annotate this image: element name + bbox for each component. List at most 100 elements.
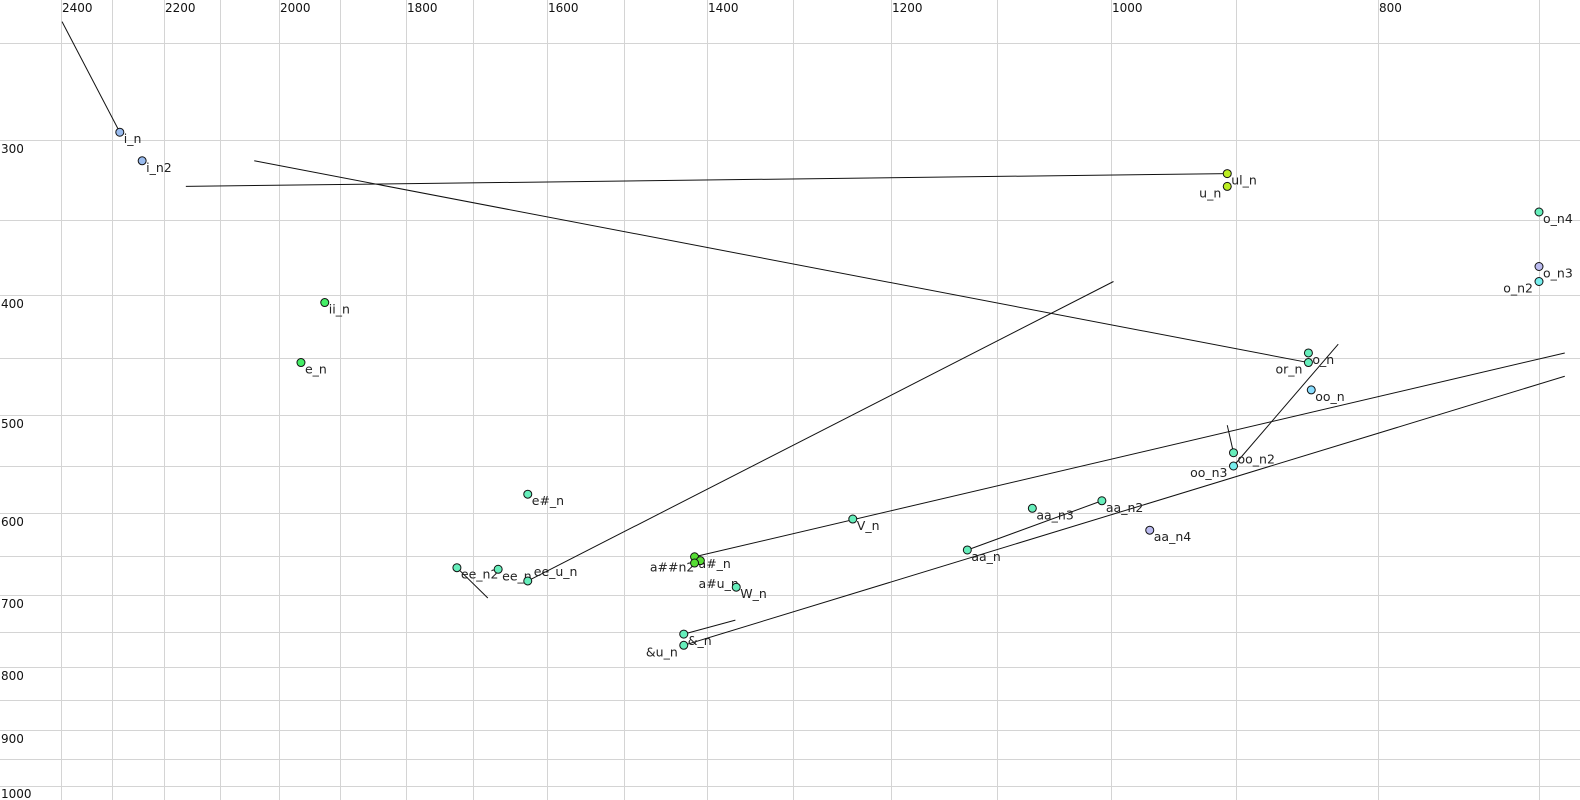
trajectory-line [185, 173, 1228, 187]
point-label: o_n [1312, 352, 1334, 367]
x-tick-label: 2400 [62, 1, 93, 15]
data-point[interactable]: e#_n [523, 489, 564, 508]
trajectory-line [1226, 425, 1234, 453]
data-point[interactable]: o_n4 [1534, 207, 1573, 226]
data-point[interactable]: i_n2 [137, 156, 172, 175]
point-marker[interactable] [1222, 181, 1232, 191]
y-tick-label: 500 [1, 417, 24, 431]
point-label: &u_n [646, 644, 678, 659]
y-tick-label: 900 [1, 732, 24, 746]
trajectories [61, 21, 1565, 646]
point-marker[interactable] [1306, 385, 1316, 395]
point-marker[interactable] [1145, 525, 1155, 535]
point-marker[interactable] [523, 489, 533, 499]
data-point[interactable]: W_n [731, 582, 767, 601]
point-label: ul_n [1231, 173, 1257, 188]
point-marker[interactable] [523, 576, 533, 586]
point-label: oo_n2 [1238, 452, 1275, 467]
points: i_n i_n2 ul_n u_n o_n4 o_n3 o_n2 ii_n e_n o_n or_n… [115, 127, 1573, 659]
y-tick-label: 800 [1, 669, 24, 683]
point-marker[interactable] [1534, 262, 1544, 271]
point-marker[interactable] [731, 582, 741, 592]
y-tick-label: 600 [1, 515, 24, 529]
point-label: aa_n3 [1036, 507, 1073, 522]
data-point[interactable]: &u_n [646, 640, 689, 659]
point-label: oo_n [1315, 389, 1344, 404]
point-marker[interactable] [679, 640, 689, 650]
point-marker[interactable] [1534, 277, 1544, 286]
data-point[interactable]: a#u_n [690, 558, 739, 591]
point-marker[interactable] [493, 564, 503, 574]
point-label: e_n [305, 362, 327, 377]
point-marker[interactable] [679, 629, 689, 639]
trajectory-line [683, 375, 1565, 646]
point-label: aa_n2 [1106, 500, 1143, 515]
data-point[interactable]: oo_n2 [1229, 448, 1275, 467]
trajectory-line [694, 352, 1565, 558]
point-marker[interactable] [137, 156, 147, 166]
point-marker[interactable] [1229, 461, 1238, 471]
point-label: o_n2 [1503, 281, 1533, 296]
y-tick-label: 300 [1, 142, 24, 156]
data-point[interactable]: aa_n [962, 545, 1001, 564]
trajectory-line [967, 500, 1103, 551]
point-label: V_n [857, 518, 880, 533]
data-point[interactable]: oo_n3 [1190, 461, 1238, 480]
data-point[interactable]: ee_n2 [452, 563, 499, 582]
point-label: ee_u_n [534, 564, 578, 579]
data-point[interactable]: ul_n [1222, 169, 1257, 188]
point-marker[interactable] [1229, 448, 1238, 458]
point-label: oo_n3 [1190, 465, 1227, 480]
point-label: aa_n [971, 549, 1001, 564]
trajectory-line [1233, 343, 1339, 467]
point-marker[interactable] [452, 563, 462, 573]
point-marker[interactable] [296, 358, 306, 368]
point-label: i_n [124, 131, 142, 146]
data-point[interactable]: o_n2 [1503, 277, 1544, 296]
point-label: a##n2 [650, 560, 694, 575]
data-point[interactable]: u_n [1199, 181, 1232, 200]
point-marker[interactable] [1222, 169, 1232, 179]
x-tick-label: 1400 [708, 1, 739, 15]
point-marker[interactable] [690, 558, 700, 568]
trajectory-line [527, 281, 1114, 582]
x-tick-label: 2200 [165, 1, 196, 15]
data-point[interactable]: ii_n [320, 298, 350, 317]
point-marker[interactable] [848, 514, 858, 524]
point-label: aa_n4 [1154, 529, 1191, 544]
point-label: a#u_n [699, 576, 739, 591]
data-point[interactable]: ee_u_n [523, 564, 578, 586]
trajectory-line [254, 160, 1309, 364]
data-point[interactable]: aa_n3 [1027, 503, 1074, 522]
data-point[interactable]: V_n [848, 514, 880, 533]
data-point[interactable]: e_n [296, 358, 327, 377]
data-point[interactable]: oo_n [1306, 385, 1345, 404]
point-label: W_n [740, 586, 767, 601]
data-point[interactable]: &_n [679, 629, 712, 648]
data-point[interactable]: aa_n4 [1145, 525, 1191, 544]
point-marker[interactable] [320, 298, 330, 308]
y-tick-label: 700 [1, 597, 24, 611]
point-marker[interactable] [962, 545, 972, 555]
x-tick-label: 1600 [548, 1, 579, 15]
point-marker[interactable] [1303, 358, 1313, 368]
point-label: ii_n [329, 302, 350, 317]
trajectory-line [683, 619, 736, 635]
x-tick-label: 1000 [1112, 1, 1143, 15]
point-marker[interactable] [1534, 207, 1544, 217]
data-point[interactable]: o_n [1303, 348, 1334, 367]
point-marker[interactable] [1303, 348, 1313, 358]
data-point[interactable]: i_n [115, 127, 142, 146]
data-point[interactable]: or_n [1275, 358, 1313, 377]
point-marker[interactable] [115, 127, 125, 137]
x-tick-label: 2000 [280, 1, 311, 15]
x-tick-label: 1200 [892, 1, 923, 15]
x-tick-label: 800 [1379, 1, 1402, 15]
data-point[interactable]: o_n3 [1534, 262, 1573, 281]
point-label: o_n4 [1543, 211, 1573, 226]
y-tick-label: 400 [1, 297, 24, 311]
point-marker[interactable] [1027, 503, 1037, 513]
point-marker[interactable] [1097, 496, 1107, 506]
data-point[interactable]: aa_n2 [1097, 496, 1143, 515]
point-label: i_n2 [146, 160, 172, 175]
